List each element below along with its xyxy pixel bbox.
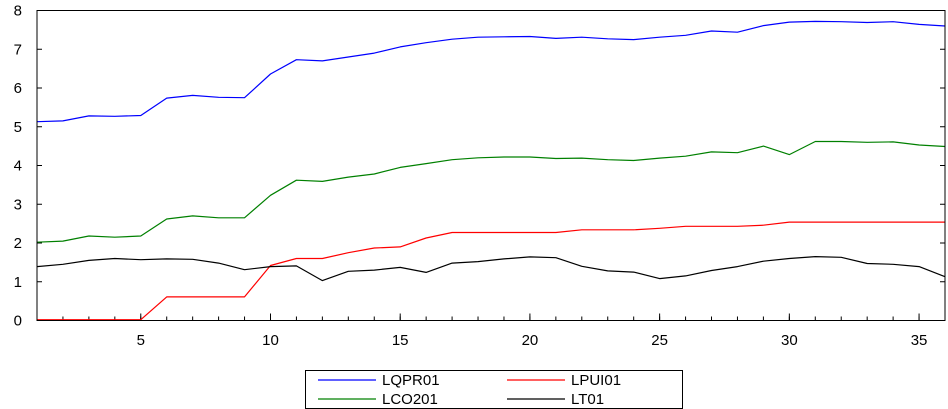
- y-tick-label: 0: [14, 313, 22, 330]
- y-tick-label: 4: [14, 158, 22, 175]
- y-tick-label: 5: [14, 119, 22, 136]
- legend-label-lco201: LCO201: [382, 391, 438, 408]
- y-tick-label: 3: [14, 196, 22, 213]
- y-tick-label: 6: [14, 80, 22, 97]
- series-line-lco201: [36, 140, 946, 243]
- x-axis: 5 10 15 20 25 30 35: [36, 313, 946, 349]
- series-line-lpui01: [37, 221, 945, 321]
- plot-frame: [36, 10, 946, 321]
- legend: LQPR01 LPUI01 LCO201 LT01: [305, 370, 683, 409]
- legend-label-lqpr01: LQPR01: [382, 372, 440, 389]
- series-lines: [36, 20, 946, 321]
- x-tick-label: 35: [911, 332, 928, 349]
- y-tick-label: 8: [14, 3, 22, 20]
- x-tick-label: 15: [392, 332, 409, 349]
- y-tick-label: 1: [14, 274, 22, 291]
- x-tick-label: 10: [262, 332, 279, 349]
- series-line-lt01: [36, 256, 946, 282]
- x-tick-label: 20: [522, 332, 539, 349]
- y-axis: 0 1 2 3 4 5 6 7 8: [14, 3, 945, 330]
- x-tick-label: 5: [137, 332, 145, 349]
- y-tick-label: 7: [14, 41, 22, 58]
- x-tick-label: 30: [781, 332, 798, 349]
- x-tick-label: 25: [651, 332, 668, 349]
- legend-label-lt01: LT01: [571, 391, 604, 408]
- y-tick-label: 2: [14, 235, 22, 252]
- legend-box: [305, 370, 683, 409]
- legend-label-lpui01: LPUI01: [571, 372, 621, 389]
- series-line-lqpr01: [36, 20, 946, 123]
